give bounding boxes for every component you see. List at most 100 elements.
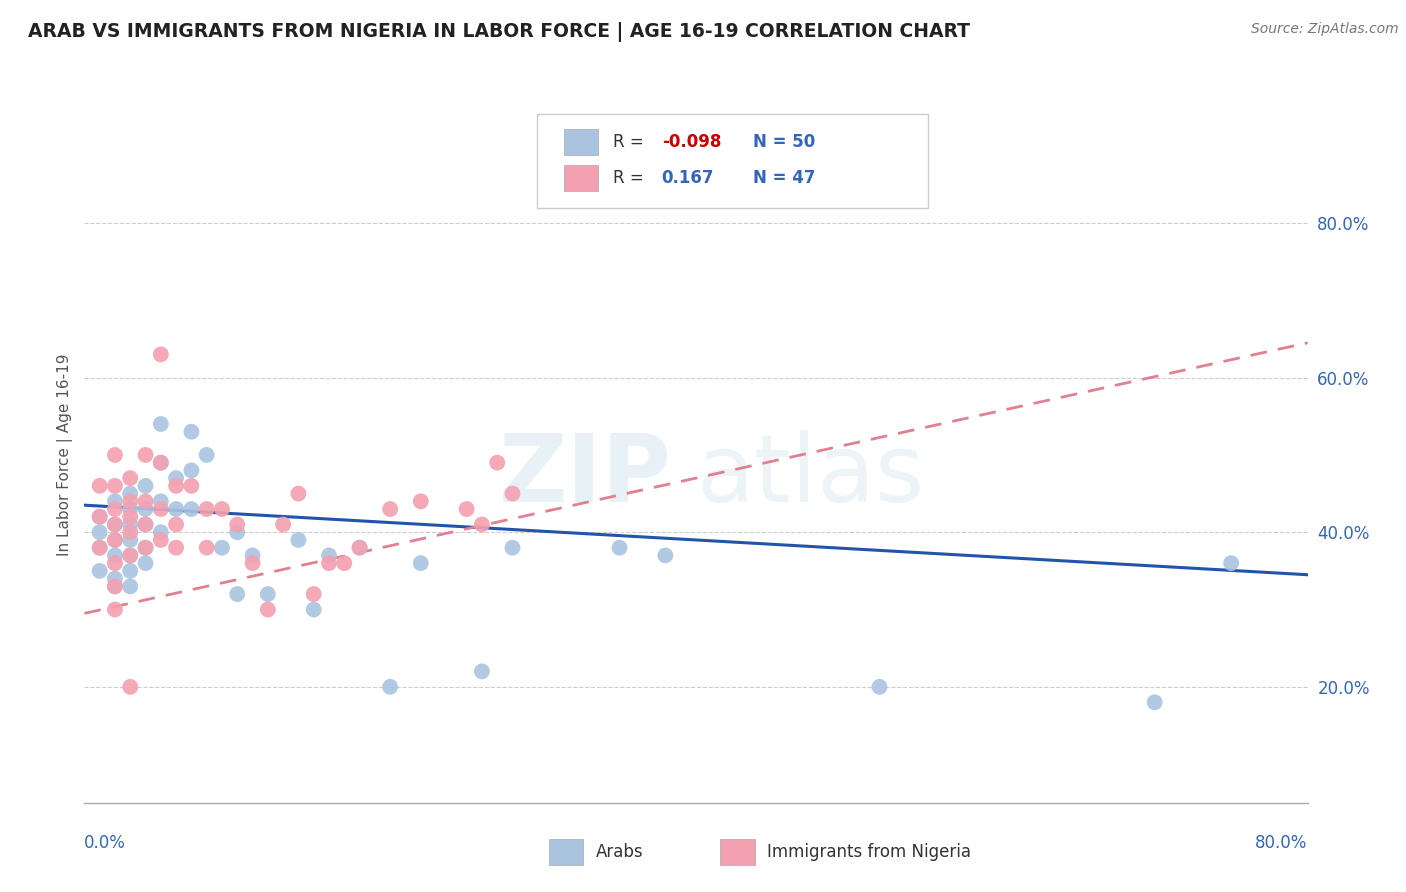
Point: [165, 541, 187, 555]
Point: [104, 579, 127, 593]
Point: [380, 680, 402, 694]
Point: [104, 602, 127, 616]
Point: [242, 549, 264, 563]
Point: [349, 541, 371, 555]
Point: [120, 533, 142, 547]
Point: [1143, 695, 1166, 709]
Point: [486, 456, 509, 470]
Point: [104, 556, 127, 570]
Point: [120, 494, 142, 508]
Point: [149, 456, 172, 470]
Text: 80.0%: 80.0%: [1256, 834, 1308, 852]
Point: [180, 502, 202, 516]
Point: [318, 556, 340, 570]
Point: [149, 494, 172, 508]
Text: ARAB VS IMMIGRANTS FROM NIGERIA IN LABOR FORCE | AGE 16-19 CORRELATION CHART: ARAB VS IMMIGRANTS FROM NIGERIA IN LABOR…: [28, 22, 970, 42]
Point: [471, 665, 494, 679]
Point: [149, 525, 172, 540]
Point: [89, 509, 111, 524]
Point: [654, 549, 676, 563]
Text: R =: R =: [613, 169, 648, 187]
Point: [120, 680, 142, 694]
Point: [333, 556, 356, 570]
Point: [869, 680, 891, 694]
Text: -0.098: -0.098: [662, 133, 721, 151]
Point: [104, 533, 127, 547]
Point: [456, 502, 478, 516]
Point: [409, 556, 432, 570]
Point: [1220, 556, 1243, 570]
Point: [104, 502, 127, 516]
Point: [89, 525, 111, 540]
Point: [149, 502, 172, 516]
Point: [318, 549, 340, 563]
Text: Arabs: Arabs: [596, 843, 644, 861]
Point: [120, 509, 142, 524]
Point: [135, 556, 157, 570]
Point: [302, 587, 325, 601]
Point: [104, 517, 127, 532]
Text: ZIP: ZIP: [499, 430, 672, 522]
Point: [180, 425, 202, 439]
Point: [287, 486, 309, 500]
Point: [89, 479, 111, 493]
Point: [242, 556, 264, 570]
Point: [149, 456, 172, 470]
Point: [302, 602, 325, 616]
Point: [104, 479, 127, 493]
Point: [135, 494, 157, 508]
Point: [165, 517, 187, 532]
Point: [211, 541, 233, 555]
Point: [120, 579, 142, 593]
Point: [226, 587, 249, 601]
Point: [89, 509, 111, 524]
Point: [609, 541, 631, 555]
FancyBboxPatch shape: [720, 839, 755, 865]
Point: [271, 517, 294, 532]
Text: atlas: atlas: [696, 430, 924, 522]
Point: [165, 471, 187, 485]
Point: [135, 541, 157, 555]
Point: [104, 494, 127, 508]
Point: [257, 602, 280, 616]
Text: N = 50: N = 50: [754, 133, 815, 151]
Point: [180, 479, 202, 493]
Point: [135, 541, 157, 555]
Point: [135, 517, 157, 532]
Point: [120, 564, 142, 578]
FancyBboxPatch shape: [550, 839, 583, 865]
Point: [149, 417, 172, 431]
Point: [349, 541, 371, 555]
Point: [287, 533, 309, 547]
Point: [104, 448, 127, 462]
Point: [104, 572, 127, 586]
Point: [195, 502, 218, 516]
Text: N = 47: N = 47: [754, 169, 815, 187]
Point: [120, 525, 142, 540]
Point: [104, 579, 127, 593]
FancyBboxPatch shape: [564, 165, 598, 191]
Point: [120, 549, 142, 563]
Point: [89, 541, 111, 555]
Point: [135, 517, 157, 532]
Point: [135, 479, 157, 493]
Point: [195, 448, 218, 462]
Point: [380, 502, 402, 516]
Point: [89, 564, 111, 578]
FancyBboxPatch shape: [537, 114, 928, 208]
Point: [89, 541, 111, 555]
Point: [226, 517, 249, 532]
Point: [120, 502, 142, 516]
Point: [120, 517, 142, 532]
Text: Immigrants from Nigeria: Immigrants from Nigeria: [766, 843, 972, 861]
Point: [135, 502, 157, 516]
Point: [195, 541, 218, 555]
Point: [211, 502, 233, 516]
Text: 0.0%: 0.0%: [84, 834, 127, 852]
Point: [104, 549, 127, 563]
Point: [120, 549, 142, 563]
Point: [165, 502, 187, 516]
Point: [120, 471, 142, 485]
Point: [502, 486, 524, 500]
Point: [226, 525, 249, 540]
